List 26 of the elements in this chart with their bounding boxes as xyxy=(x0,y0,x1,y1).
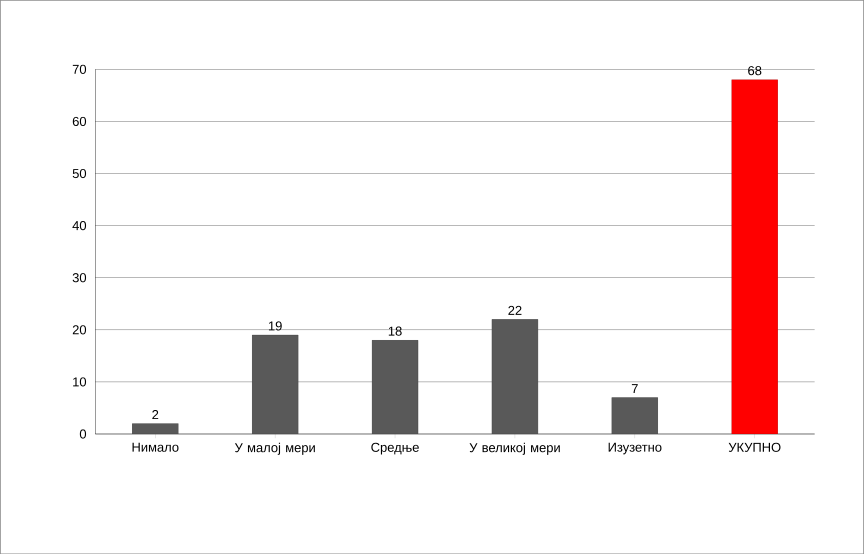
bar xyxy=(612,397,658,434)
x-tick-label: Нимало xyxy=(132,442,178,452)
bar xyxy=(132,423,178,434)
bar xyxy=(252,334,298,434)
bar xyxy=(732,79,778,434)
y-tick-label: 30 xyxy=(72,272,86,282)
y-tick-label: 0 xyxy=(80,429,86,438)
bar xyxy=(372,340,418,434)
y-tick-label: 70 xyxy=(72,64,86,74)
data-label: 22 xyxy=(508,306,522,315)
data-label: 18 xyxy=(388,326,402,336)
data-label: 2 xyxy=(152,410,158,419)
x-tick-label: Средње xyxy=(371,442,419,454)
x-tick-label: УКУПНО xyxy=(728,442,780,452)
y-tick-label: 40 xyxy=(72,220,86,230)
y-tick-label: 10 xyxy=(73,377,86,386)
y-tick-label: 20 xyxy=(72,325,86,334)
x-tick-label: Изузетно xyxy=(608,442,662,454)
x-tick-label: У великој мери xyxy=(470,442,560,455)
y-tick-label: 50 xyxy=(72,168,86,178)
x-tick-label: У малој мери xyxy=(234,442,315,455)
bar xyxy=(492,319,538,434)
y-tick-label: 60 xyxy=(72,116,86,126)
data-label: 19 xyxy=(268,321,282,330)
data-label: 7 xyxy=(632,384,638,393)
data-label: 68 xyxy=(748,66,762,76)
